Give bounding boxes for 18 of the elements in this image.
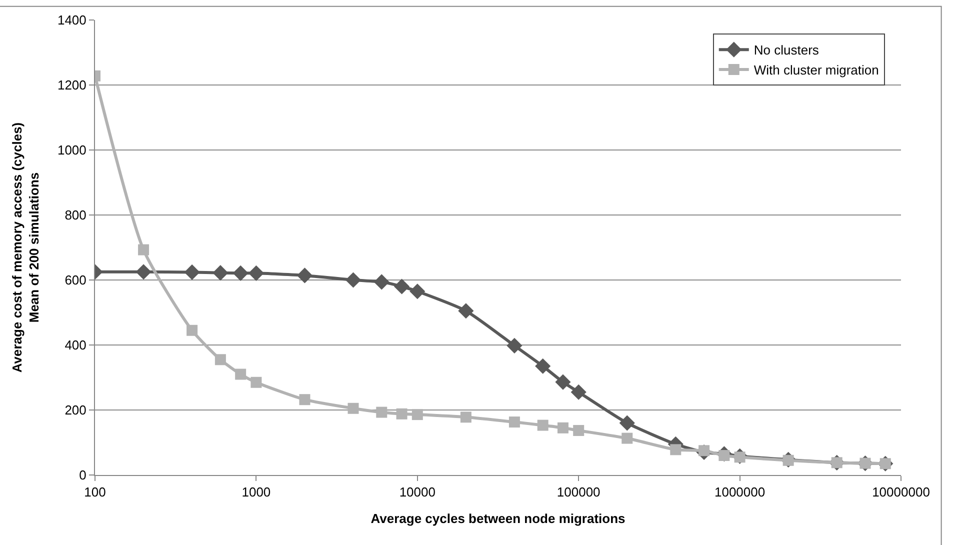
x-tick-label: 100 [84, 484, 106, 500]
x-tick-label: 1000 [242, 484, 271, 500]
x-tick-label: 100000 [556, 484, 600, 500]
legend-label: With cluster migration [754, 62, 879, 78]
y-tick-label: 600 [64, 272, 86, 288]
y-tick-label: 400 [64, 338, 86, 353]
legend-label: No clusters [754, 42, 820, 58]
x-tick-label: 1000000 [714, 484, 766, 500]
y-axis-title: Average cost of memory access (cycles) Mean of 200 simulations [10, 122, 42, 373]
y-tick-label: 800 [64, 208, 86, 223]
x-axis-title: Average cycles between node migrations [370, 511, 626, 526]
y-tick-label: 1200 [57, 78, 86, 93]
y-tick-label: 1400 [57, 12, 86, 28]
y-tick-label: 0 [79, 468, 86, 483]
x-tick-label: 10000000 [872, 484, 930, 500]
y-tick-label: 200 [64, 402, 86, 418]
x-tick-label: 10000 [399, 484, 436, 500]
y-tick-label: 1000 [57, 142, 86, 158]
